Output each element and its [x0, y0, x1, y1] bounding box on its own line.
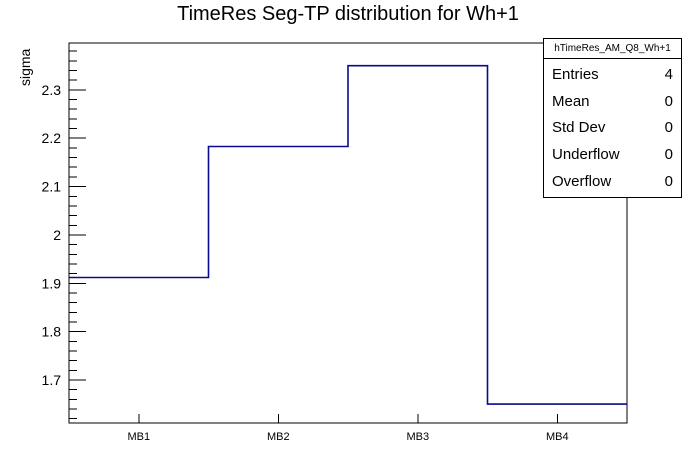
y-axis-tick-label: 2.1 — [42, 179, 62, 195]
y-axis-tick-label: 1.7 — [42, 372, 62, 388]
histogram-step-line — [69, 64, 627, 405]
stats-box: hTimeRes_AM_Q8_Wh+1 Entries 4 Mean 0 Std… — [543, 38, 682, 198]
stats-rows: Entries 4 Mean 0 Std Dev 0 Underflow 0 O… — [544, 59, 681, 197]
stats-row-mean: Mean 0 — [544, 93, 681, 110]
stats-value: 0 — [664, 173, 673, 191]
stats-label: Overflow — [552, 173, 612, 191]
y-axis-tick-label: 2.2 — [42, 130, 62, 146]
stats-value: 0 — [664, 119, 673, 137]
x-axis-category-label: MB1 — [127, 431, 150, 443]
x-axis-category-label: MB2 — [267, 431, 290, 443]
stats-value: 0 — [664, 92, 673, 110]
stats-row-entries: Entries 4 — [544, 66, 681, 83]
x-axis-category-label: MB3 — [406, 431, 429, 443]
stats-value: 4 — [664, 65, 673, 83]
y-axis-tick-label: 2 — [53, 227, 61, 243]
y-axis-title: sigma — [17, 48, 33, 86]
stats-label: Mean — [552, 92, 590, 110]
stats-label: Std Dev — [552, 119, 606, 137]
chart-title: TimeRes Seg-TP distribution for Wh+1 — [177, 3, 519, 25]
stats-value: 0 — [664, 146, 673, 164]
y-axis-tick-label: 1.9 — [42, 275, 62, 291]
y-axis-tick-label: 1.8 — [42, 324, 62, 340]
x-axis-category-label: MB4 — [546, 431, 569, 443]
plot-frame — [68, 42, 628, 424]
stats-row-stddev: Std Dev 0 — [544, 119, 681, 136]
stats-label: Underflow — [552, 146, 620, 164]
y-axis-tick-label: 2.3 — [42, 82, 62, 98]
stats-label: Entries — [552, 65, 599, 83]
stats-box-title: hTimeRes_AM_Q8_Wh+1 — [544, 39, 681, 59]
stats-row-overflow: Overflow 0 — [544, 173, 681, 190]
stats-row-underflow: Underflow 0 — [544, 146, 681, 163]
